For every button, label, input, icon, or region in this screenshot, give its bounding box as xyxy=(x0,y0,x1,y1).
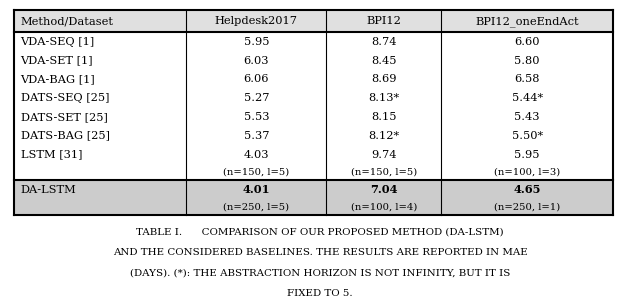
Text: DATS-BAG [25]: DATS-BAG [25] xyxy=(20,131,109,141)
Bar xyxy=(14,10,613,215)
Text: 8.15: 8.15 xyxy=(371,112,396,122)
Text: 4.01: 4.01 xyxy=(243,184,270,195)
Text: 5.95: 5.95 xyxy=(244,37,269,47)
Text: (n=250, l=1): (n=250, l=1) xyxy=(494,203,560,212)
Text: LSTM [31]: LSTM [31] xyxy=(20,150,82,159)
Text: (n=100, l=4): (n=100, l=4) xyxy=(351,203,417,212)
Text: 6.03: 6.03 xyxy=(244,55,269,65)
Text: BPI12: BPI12 xyxy=(366,17,401,26)
Text: BPI12_oneEndAct: BPI12_oneEndAct xyxy=(476,16,579,27)
Text: VDA-SEQ [1]: VDA-SEQ [1] xyxy=(20,37,95,47)
Text: 8.13*: 8.13* xyxy=(368,93,399,103)
Text: 4.03: 4.03 xyxy=(244,150,269,159)
Text: Method/Dataset: Method/Dataset xyxy=(20,17,113,26)
Text: 5.37: 5.37 xyxy=(244,131,269,141)
Text: 5.27: 5.27 xyxy=(244,93,269,103)
Text: 4.65: 4.65 xyxy=(513,184,541,195)
Text: 5.50*: 5.50* xyxy=(511,131,543,141)
Text: 8.74: 8.74 xyxy=(371,37,396,47)
Text: 5.95: 5.95 xyxy=(515,150,540,159)
Text: TABLE I.      COMPARISON OF OUR PROPOSED METHOD (DA-LSTM): TABLE I. COMPARISON OF OUR PROPOSED METH… xyxy=(136,227,504,236)
Text: 5.80: 5.80 xyxy=(515,55,540,65)
Text: VDA-SET [1]: VDA-SET [1] xyxy=(20,55,93,65)
Text: 6.58: 6.58 xyxy=(515,74,540,84)
Text: (n=100, l=3): (n=100, l=3) xyxy=(494,167,560,176)
Text: DATS-SET [25]: DATS-SET [25] xyxy=(20,112,108,122)
Text: FIXED TO 5.: FIXED TO 5. xyxy=(287,289,353,298)
Text: VDA-BAG [1]: VDA-BAG [1] xyxy=(20,74,95,84)
Text: 6.06: 6.06 xyxy=(244,74,269,84)
Text: 6.60: 6.60 xyxy=(515,37,540,47)
Text: 5.44*: 5.44* xyxy=(511,93,543,103)
Text: 5.53: 5.53 xyxy=(244,112,269,122)
Text: DATS-SEQ [25]: DATS-SEQ [25] xyxy=(20,93,109,103)
Text: 7.04: 7.04 xyxy=(370,184,397,195)
Text: (n=250, l=5): (n=250, l=5) xyxy=(223,203,289,212)
Text: (DAYS). (*): THE ABSTRACTION HORIZON IS NOT INFINITY, BUT IT IS: (DAYS). (*): THE ABSTRACTION HORIZON IS … xyxy=(130,269,510,278)
Text: Helpdesk2017: Helpdesk2017 xyxy=(215,17,298,26)
Text: (n=150, l=5): (n=150, l=5) xyxy=(223,167,289,176)
Text: 8.45: 8.45 xyxy=(371,55,396,65)
Text: AND THE CONSIDERED BASELINES. THE RESULTS ARE REPORTED IN MAE: AND THE CONSIDERED BASELINES. THE RESULT… xyxy=(113,248,527,257)
Text: 8.12*: 8.12* xyxy=(368,131,399,141)
Text: DA-LSTM: DA-LSTM xyxy=(20,185,76,195)
Text: 8.69: 8.69 xyxy=(371,74,396,84)
Text: 9.74: 9.74 xyxy=(371,150,396,159)
Bar xyxy=(14,180,613,215)
Text: (n=150, l=5): (n=150, l=5) xyxy=(351,167,417,176)
Text: 5.43: 5.43 xyxy=(515,112,540,122)
Bar xyxy=(14,10,613,32)
